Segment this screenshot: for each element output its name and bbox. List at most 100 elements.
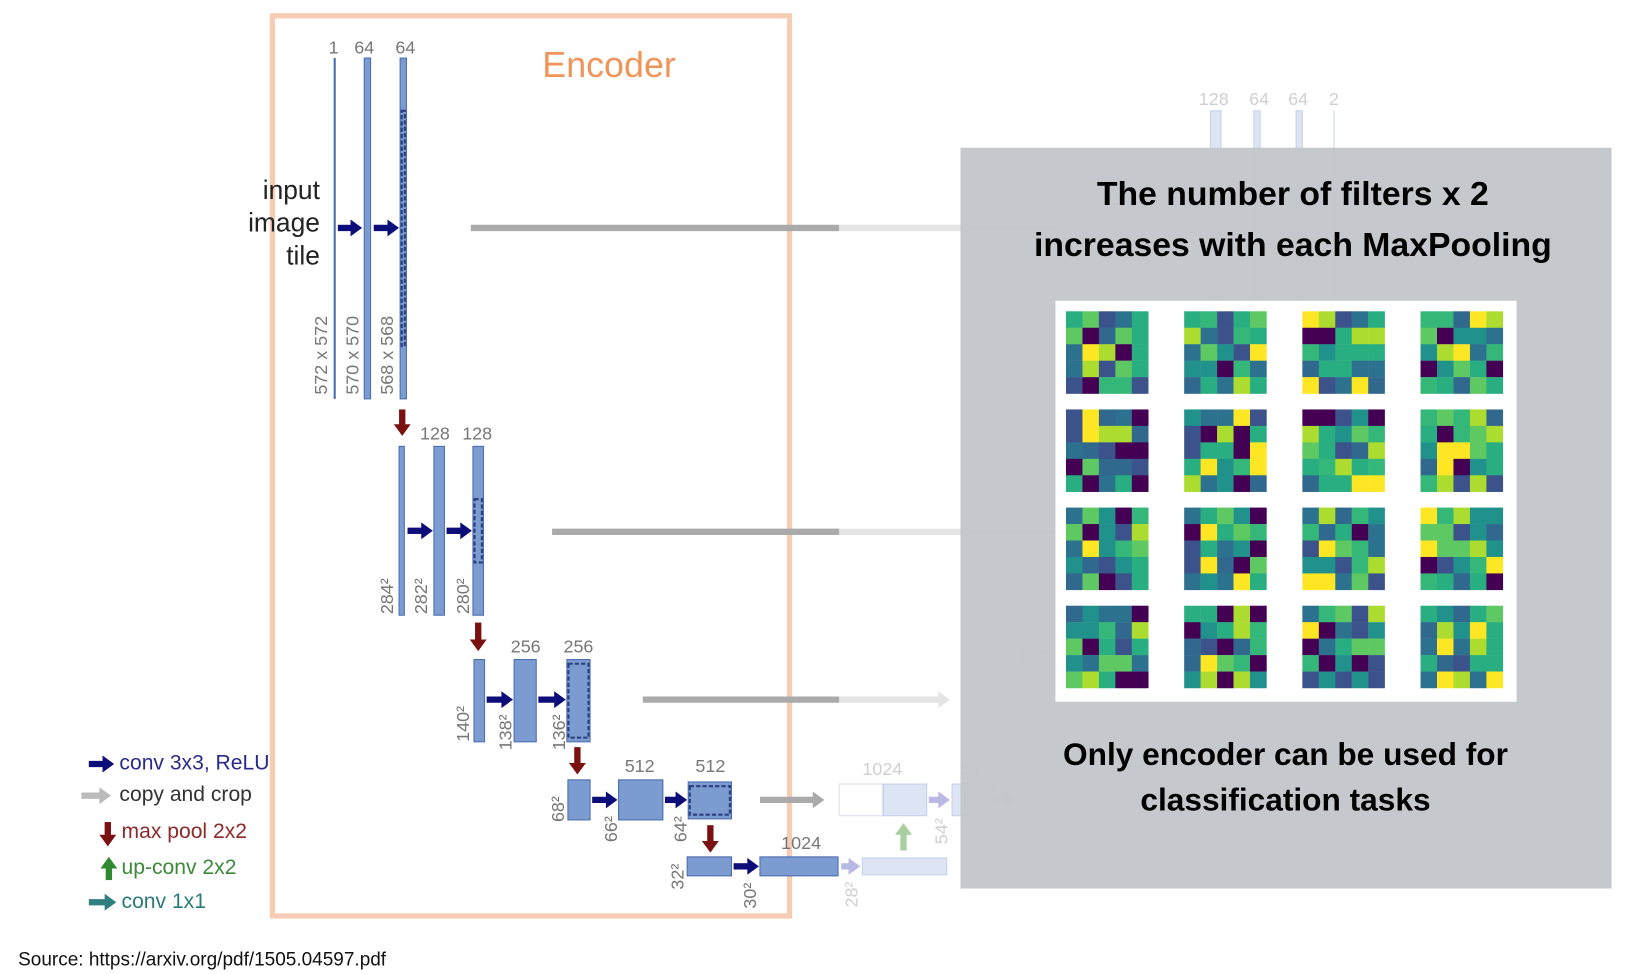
filter-cell [1420,556,1438,574]
size-label: 32² [667,864,687,890]
filter-cell [1098,556,1116,574]
size-label: 138² [495,714,515,750]
filter-cell [1318,638,1336,656]
filter-cell [1318,475,1336,492]
filter-cell [1233,655,1251,672]
filter-cell [1368,425,1385,443]
filter-cell [1233,377,1251,394]
filter-cell [1486,638,1504,656]
filter-cell [1065,556,1083,574]
filter-cell [1250,605,1267,623]
filter-cell [1469,540,1487,558]
filter-cell [1250,425,1267,443]
filter-cell [1351,622,1369,639]
filter-cell [1098,540,1116,558]
filter-cell [1335,442,1352,460]
filter-cell [1368,377,1385,394]
filter-cell [1233,605,1251,623]
filter-cell [1335,507,1352,525]
filter-cell [1318,524,1336,541]
size-label: 572 x 572 [311,316,331,395]
filter-cell [1098,311,1116,328]
filter-cell [1302,573,1320,591]
filter-cell [1217,458,1234,476]
filter-cell [1131,475,1149,492]
size-label: 136² [549,714,569,750]
filter-cell [1318,409,1336,427]
filter-cell [1453,638,1471,656]
encoder-box [269,13,793,919]
filter-cell [1486,605,1504,623]
filter-cell [1453,540,1471,558]
filter-cell [1335,573,1352,591]
filter-cell [1486,327,1504,345]
legend-label: max pool 2x2 [122,820,247,843]
filter-cell [1437,605,1454,623]
filter-cell [1184,327,1201,345]
filter-cell [1082,425,1100,443]
filter-cell [1131,655,1149,672]
filter-cell [1486,409,1504,427]
channel-label: 1 [329,37,339,57]
filter-cell [1486,377,1504,394]
filter-cell [1131,344,1149,361]
filter-cell [1469,425,1487,443]
filter-cell [1200,655,1218,672]
filter-cell [1420,360,1438,378]
filter-cell [1453,622,1471,639]
filter-cell [1184,344,1201,361]
filter-cell [1098,458,1116,476]
filter-cell [1368,409,1385,427]
filter-cell [1233,638,1251,656]
filter-cell [1098,360,1116,378]
filter-cell [1115,622,1133,639]
filter-cell [1131,524,1149,541]
filter-cell [1098,442,1116,460]
filter-cell [1115,556,1133,574]
filter-cell [1115,475,1133,492]
filter-cell [1098,655,1116,672]
filter-cell [1098,425,1116,443]
feature-map [513,659,537,743]
filter-cell [1437,638,1454,656]
filter-cell [1082,605,1100,623]
filter-cell [1131,638,1149,656]
filter-cell [1469,573,1487,591]
filter-cell [1250,360,1267,378]
filter-cell [1420,442,1438,460]
filter-cell [1437,425,1454,443]
filter-cell [1437,311,1454,328]
crop-region [688,785,731,816]
filter-cell [1335,655,1352,672]
filter-cell [1453,655,1471,672]
filter-cell [1351,671,1369,689]
filter-cell [1082,622,1100,639]
size-label: 64² [671,816,691,842]
filter-cell [1318,344,1336,361]
filter-cell [1351,377,1369,394]
filter-cell [1098,344,1116,361]
feature-map [363,57,372,400]
filter-cell [1486,475,1504,492]
filter-cell [1098,573,1116,591]
filter-cell [1233,360,1251,378]
filter-cell [1437,327,1454,345]
arrow-head [469,639,487,652]
arrow-head [460,522,472,540]
size-label: 54² [931,818,951,844]
arrow-head [387,219,400,237]
filter-cell [1098,638,1116,656]
filter-cell [1351,540,1369,558]
filter-cell [1351,475,1369,492]
filter-cell [1469,605,1487,623]
filter-cell [1184,540,1201,558]
overlay-note: Only encoder can be used for [1063,736,1508,772]
filter-cell [1131,458,1149,476]
filter-cell [1250,622,1267,639]
filter-cell [1250,556,1267,574]
input-label: image [248,208,320,238]
filter-cell [1469,638,1487,656]
filter-cell [1184,622,1201,639]
filter-cell [1200,311,1218,328]
filter-cell [1200,475,1218,492]
